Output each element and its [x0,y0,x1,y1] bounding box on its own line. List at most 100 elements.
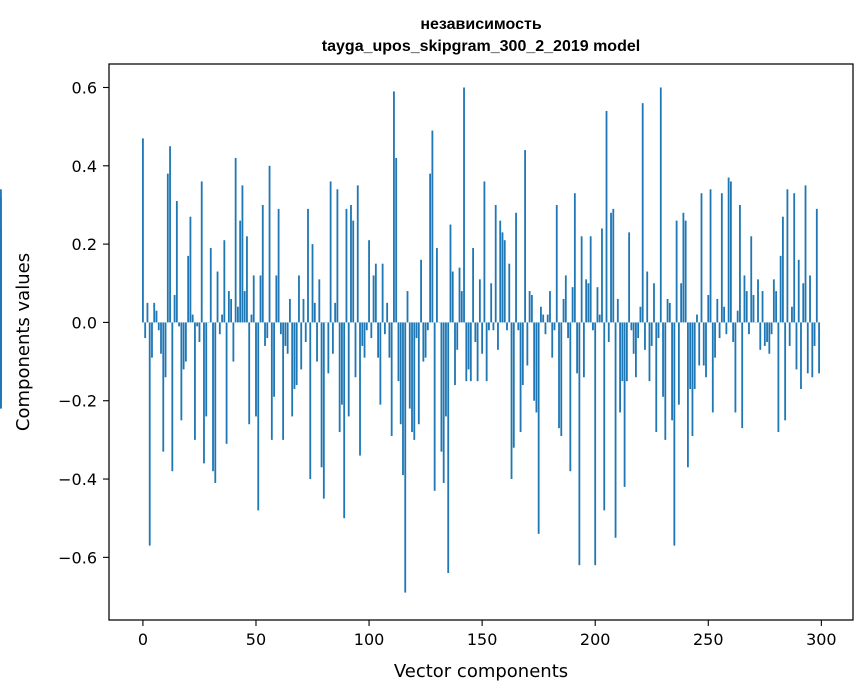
bar [266,322,269,339]
bar [153,302,156,323]
bar [411,322,413,433]
bar [300,322,303,370]
chart-subtitle: tayga_upos_skipgram_300_2_2019 model [322,38,640,55]
x-tick-label: 250 [693,630,724,649]
bar [175,201,178,323]
bar [144,322,147,339]
bar [553,322,556,331]
bar [775,291,778,323]
bar [510,322,513,480]
bar [802,283,805,323]
bar [734,322,737,413]
bar [381,263,384,323]
bar [644,322,646,350]
bar [698,322,701,366]
bar [494,204,497,323]
bar [390,322,393,436]
bar [469,322,472,382]
bar [209,248,212,323]
bar [675,220,678,323]
bar [702,322,705,366]
bar [499,220,502,323]
bar [607,322,610,342]
bar [194,322,196,440]
bar [270,322,273,440]
bar [356,185,359,323]
bar [564,275,567,323]
bar [587,283,590,323]
bar [474,322,477,342]
x-axis-label: Vector components [394,661,568,682]
bar [705,322,707,378]
bar [555,204,558,323]
bar [813,322,816,346]
bar [483,181,486,323]
bar [234,157,237,323]
bar [162,322,165,452]
y-tick-label: 0.2 [72,235,97,254]
bar [576,322,579,374]
bar [519,322,522,433]
bar [772,279,775,323]
bar [745,291,748,323]
bar [748,322,750,335]
bar [625,322,628,382]
bar [560,322,563,436]
bar [243,291,246,323]
bar [399,322,402,425]
bar [279,322,282,335]
bar [277,208,280,323]
bar [585,279,588,323]
bar [478,279,481,323]
bar [160,322,162,354]
bar [784,322,787,421]
bar [795,322,798,370]
bar [166,173,169,323]
bar [551,322,554,358]
bar [379,322,382,405]
bar [402,322,404,476]
bar [655,322,658,433]
y-tick-label: 0.4 [72,157,97,176]
bar [809,275,811,323]
bar [497,322,499,350]
bar [589,236,592,323]
bar [616,298,619,323]
bar [612,208,615,323]
bar [343,322,346,519]
bar [628,232,631,323]
bar [463,87,465,323]
bar [768,322,771,354]
bar [546,314,549,323]
bar [354,322,357,378]
bar [709,189,712,323]
bar [293,322,296,389]
bar [295,322,298,386]
y-tick-label: −0.4 [58,470,97,489]
bar [630,322,633,331]
bar [370,322,373,339]
bar [374,263,377,323]
bar [806,322,809,374]
bar [542,314,545,323]
bar [725,322,728,335]
bar [440,322,443,452]
bar [578,322,581,566]
y-tick-label: −0.2 [58,392,97,411]
bar [451,271,454,323]
bar [311,244,314,323]
bar [372,275,375,323]
bar [413,322,416,440]
bar [212,322,214,472]
bar [481,322,484,354]
bar [528,291,531,323]
chart-title: независимость [420,16,542,33]
y-axis-label: Components values [13,253,34,431]
bar [445,322,447,417]
bar [465,322,468,382]
bar [632,322,635,354]
bar [732,322,735,342]
bar [184,322,187,362]
bar [404,322,407,593]
bar [501,232,504,323]
